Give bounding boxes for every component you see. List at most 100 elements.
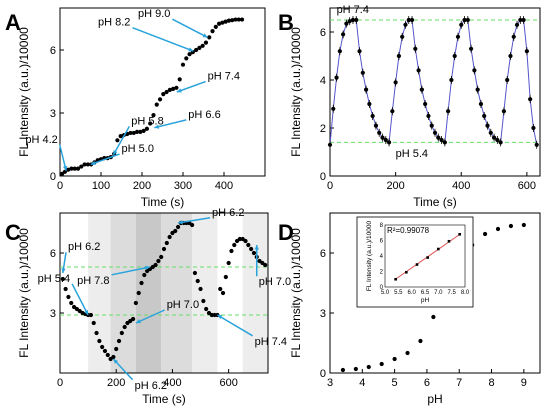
data-point xyxy=(501,109,507,114)
data-point xyxy=(232,242,237,248)
data-point xyxy=(91,320,96,326)
data-point xyxy=(353,366,358,372)
data-point xyxy=(418,338,423,344)
x-tick-label: 400 xyxy=(163,377,181,389)
data-point xyxy=(203,40,209,45)
x-tick-label: 300 xyxy=(174,180,192,192)
x-tick-label: 200 xyxy=(386,180,404,192)
series-line xyxy=(329,19,538,145)
data-point xyxy=(534,142,539,147)
inset-frame xyxy=(384,224,466,288)
data-point xyxy=(198,286,203,292)
annotation-label: pH 7.4 xyxy=(255,336,287,348)
inset-data-point xyxy=(426,256,429,259)
annotation-label: pH 6.2 xyxy=(68,241,100,253)
data-point xyxy=(171,86,176,91)
annotation-label: pH 6.6 xyxy=(188,109,220,121)
annotation-arrow xyxy=(177,217,211,224)
annotation-arrow-head xyxy=(113,150,118,155)
data-point xyxy=(426,113,431,119)
inset-y-tick-label: 4 xyxy=(380,254,384,260)
data-point xyxy=(180,62,186,67)
data-point xyxy=(94,330,99,336)
x-tick-label: 5 xyxy=(392,377,398,389)
data-point xyxy=(131,130,136,136)
data-point xyxy=(465,17,470,23)
annotation-label: pH 6.2 xyxy=(212,207,244,219)
data-point xyxy=(251,250,257,256)
data-point xyxy=(347,19,352,24)
x-tick-label: 7 xyxy=(456,377,462,389)
data-point xyxy=(116,338,122,344)
data-point xyxy=(200,43,205,48)
data-point xyxy=(406,17,411,23)
data-point xyxy=(243,238,248,244)
axes-frame-b xyxy=(329,7,541,177)
x-axis-label-b: Time (s) xyxy=(413,195,457,209)
y-tick-label: 3 xyxy=(50,108,56,120)
data-point xyxy=(392,356,397,362)
data-point xyxy=(363,87,369,92)
data-point xyxy=(167,234,172,240)
data-point xyxy=(379,361,384,367)
data-point xyxy=(159,254,164,260)
data-point xyxy=(118,134,123,139)
data-point xyxy=(100,344,105,350)
band-5 xyxy=(242,213,268,373)
data-point xyxy=(63,286,68,292)
y-tick-label: 0 xyxy=(320,368,326,380)
annotation-arrow xyxy=(154,119,187,129)
inset-box xyxy=(356,216,474,308)
inset-r2-label: R²=0.99078 xyxy=(387,226,430,235)
data-point xyxy=(511,34,516,39)
data-point xyxy=(85,162,90,167)
x-tick-label: 8 xyxy=(488,377,494,389)
data-point xyxy=(201,298,206,304)
annotation-label: pH 5.8 xyxy=(131,115,163,127)
annotation-arrow-head xyxy=(84,310,89,315)
data-point xyxy=(138,129,143,134)
axes-frame-d xyxy=(329,212,541,374)
data-point xyxy=(373,123,379,128)
data-point xyxy=(136,290,141,296)
data-point xyxy=(334,75,339,80)
data-point xyxy=(122,324,127,330)
data-point xyxy=(482,113,487,119)
annotation-label: pH 7.0 xyxy=(167,299,199,311)
annotation-arrow-head xyxy=(254,245,259,250)
data-point xyxy=(439,137,444,143)
data-point xyxy=(383,137,388,143)
x-tick-label: 6 xyxy=(424,377,430,389)
y-tick-label: 6 xyxy=(320,27,326,39)
annotation-arrow xyxy=(217,314,253,337)
data-point xyxy=(341,32,346,37)
data-point xyxy=(491,135,497,140)
x-tick-label: 3 xyxy=(327,377,333,389)
annotation-arrow xyxy=(135,309,166,324)
x-tick-label: 4 xyxy=(359,377,365,389)
data-point xyxy=(419,87,424,92)
data-point xyxy=(156,258,161,264)
annotation-arrow-head xyxy=(90,160,96,165)
y-tick-label: 6 xyxy=(50,248,56,260)
data-point xyxy=(331,106,336,111)
annotation-label: pH 5.4 xyxy=(38,273,70,285)
annotation-arrow xyxy=(132,26,194,52)
data-point xyxy=(177,77,182,82)
data-point xyxy=(366,364,371,370)
panel-label-b: B xyxy=(278,10,294,35)
inset-data-point xyxy=(458,233,461,236)
data-point xyxy=(229,248,234,254)
inset-y-tick-label: 8 xyxy=(380,223,384,229)
data-point xyxy=(521,17,526,23)
data-point xyxy=(134,129,140,134)
data-point xyxy=(204,306,209,312)
data-point xyxy=(105,352,110,358)
data-point xyxy=(144,126,150,131)
data-point xyxy=(197,45,202,51)
data-point xyxy=(423,101,428,107)
data-point xyxy=(452,53,457,59)
annotation-arrow-head xyxy=(145,265,150,271)
data-point xyxy=(442,140,447,145)
x-axis-label-a: Time (s) xyxy=(141,195,185,209)
